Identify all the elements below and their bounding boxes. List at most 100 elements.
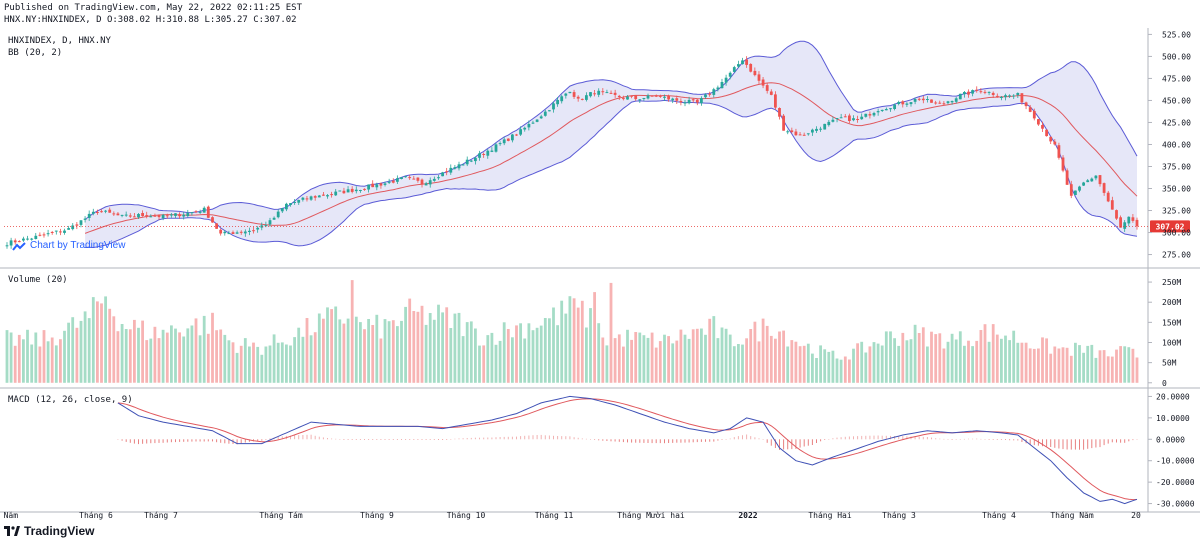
volume-bar [346, 318, 350, 383]
macd-hist-bar [565, 436, 567, 440]
candle [453, 167, 457, 169]
macd-hist-bar [873, 435, 875, 440]
volume-tick-label: 200M [1162, 298, 1181, 307]
volume-bar [502, 322, 506, 383]
ohlc-line: HNX.NY:HNXINDEX, D O:308.02 H:310.88 L:3… [4, 15, 297, 25]
macd-hist-bar [577, 437, 579, 440]
candle [153, 215, 157, 217]
candle [868, 114, 872, 116]
x-tick-label: Tháng 7 [144, 511, 178, 520]
candle [815, 128, 818, 131]
macd-hist-bar [528, 435, 530, 440]
volume-bar [732, 346, 736, 383]
candle [137, 214, 140, 218]
candle [178, 214, 181, 217]
candle [326, 195, 329, 197]
volume-bar [198, 335, 202, 383]
candle [642, 98, 646, 99]
candle [745, 59, 748, 65]
candle [724, 77, 728, 83]
volume-bar [469, 321, 473, 383]
volume-bar [1131, 348, 1135, 383]
candle [424, 183, 428, 186]
candle [1008, 95, 1011, 97]
y-tick-label: 425.00 [1162, 118, 1191, 127]
macd-hist-bar [1062, 439, 1064, 450]
candle [133, 216, 136, 218]
macd-hist-bar [922, 436, 924, 440]
candle [1028, 107, 1032, 112]
candle [104, 210, 107, 212]
volume-bar [293, 337, 296, 383]
macd-hist-bar [988, 439, 990, 440]
macd-hist-bar [327, 438, 328, 440]
macd-hist-bar [766, 439, 768, 443]
macd-hist-bar [647, 439, 649, 443]
volume-bar [605, 345, 609, 383]
candle [806, 133, 810, 135]
candle [942, 103, 946, 105]
candle [901, 101, 905, 105]
x-tick-label: Tháng 4 [982, 511, 1016, 520]
macd-hist-bar [1058, 439, 1060, 449]
macd-hist-bar [820, 439, 822, 442]
volume-bar [757, 341, 761, 383]
volume-bar [289, 345, 292, 383]
volume-bar [774, 338, 777, 383]
candle [96, 212, 99, 213]
macd-hist-bar [737, 436, 739, 440]
chart-by-tradingview-link[interactable]: Chart by TradingView [12, 240, 125, 251]
candle [609, 92, 613, 94]
volume-bar [67, 322, 70, 383]
candle [26, 238, 29, 240]
candle [461, 164, 465, 166]
macd-hist-bar [992, 439, 994, 440]
candle [486, 150, 490, 156]
volume-bar [1065, 347, 1069, 383]
macd-hist-bar [203, 439, 205, 442]
candle [498, 143, 502, 145]
candle [1012, 95, 1016, 97]
volume-bar [161, 329, 165, 383]
volume-bar [486, 335, 490, 383]
macd-hist-bar [894, 436, 896, 440]
volume-bar [942, 348, 946, 383]
volume-bar [301, 336, 305, 383]
candle [186, 212, 190, 216]
candle [564, 93, 568, 96]
candle [798, 134, 802, 136]
volume-bar [658, 341, 662, 383]
volume-bar [975, 340, 979, 383]
macd-hist-bar [483, 437, 485, 440]
candle [663, 96, 666, 98]
candle [654, 95, 658, 97]
volume-bar [112, 316, 116, 383]
volume-bar [515, 325, 518, 383]
volume-bar [745, 338, 748, 383]
candle [367, 184, 370, 190]
volume-bar [449, 328, 453, 383]
macd-histogram [117, 434, 1138, 450]
candle [790, 130, 794, 132]
macd-hist-bar [700, 439, 702, 442]
volume-bar [416, 311, 420, 383]
volume-bar [465, 322, 469, 383]
volume-bar [75, 327, 79, 383]
volume-bar [876, 343, 880, 383]
macd-hist-bar [1103, 439, 1105, 446]
volume-tick-label: 0 [1162, 379, 1167, 388]
macd-hist-bar [121, 439, 123, 441]
candle [71, 225, 75, 230]
volume-bar [704, 334, 707, 383]
volume-bar [991, 324, 995, 383]
candle [87, 213, 91, 218]
volume-bar [1090, 344, 1094, 383]
candle [346, 189, 350, 193]
candle [1024, 102, 1028, 107]
volume-bar [317, 313, 321, 383]
candle [671, 98, 675, 101]
candle [1045, 129, 1048, 137]
volume-bar [1041, 337, 1044, 383]
macd-hist-bar [598, 439, 600, 441]
